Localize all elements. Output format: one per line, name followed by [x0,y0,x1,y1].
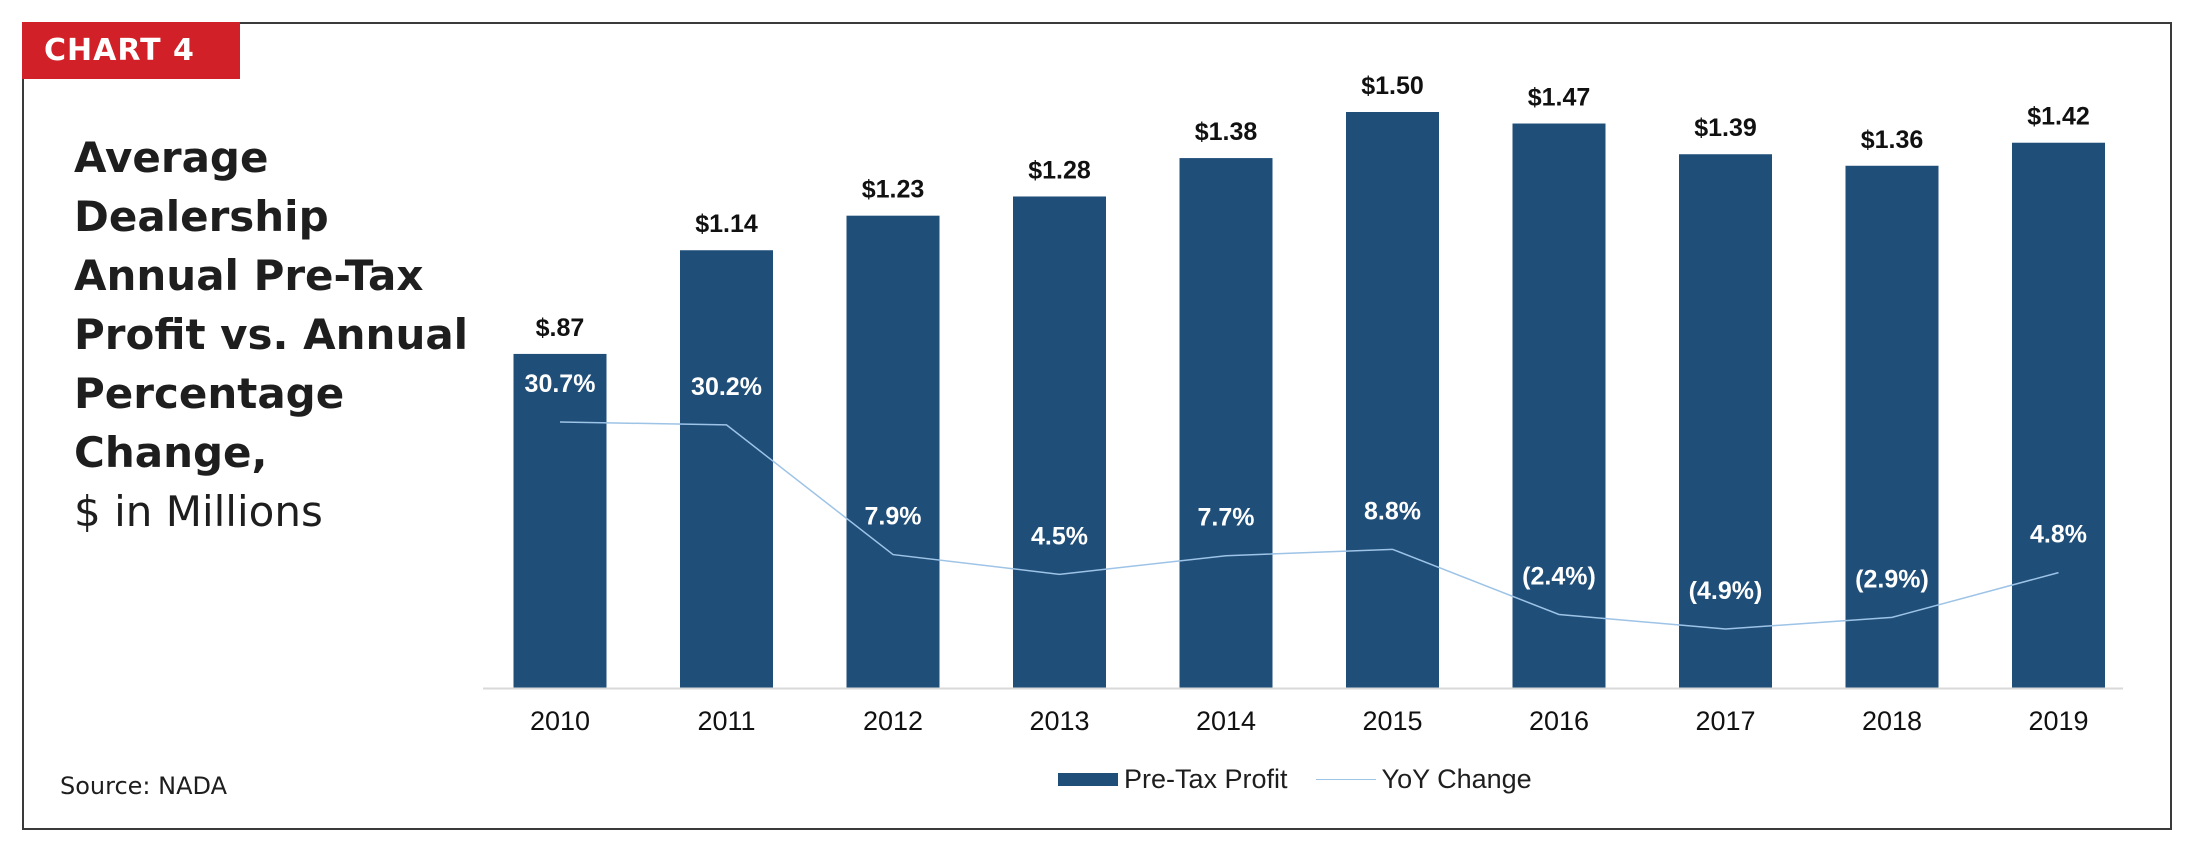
bar-value-label: $1.38 [1195,118,1258,146]
x-tick-label: 2016 [1529,706,1589,736]
bar-value-label: $.87 [536,314,585,342]
bar-value-label: $1.23 [862,176,925,204]
yoy-value-label: 7.9% [865,503,922,531]
bar-value-label: $1.36 [1861,126,1924,154]
bar-2018 [1845,165,1939,688]
bar-2016 [1512,123,1606,688]
yoy-value-label: 4.5% [1031,522,1088,550]
chart-number-badge: CHART 4 [22,22,240,79]
x-tick-label: 2011 [697,706,755,736]
x-tick-label: 2010 [530,706,590,736]
yoy-value-label: (4.9%) [1689,577,1763,605]
x-tick-label: 2018 [1862,706,1922,736]
bar-2011 [680,250,773,689]
legend-line-swatch [1315,779,1376,780]
bar-value-label: $1.39 [1694,114,1757,142]
source-note: Source: NADA [60,772,227,800]
bar-value-label: $1.47 [1528,84,1591,112]
bar-2014 [1179,158,1273,688]
legend-bar-swatch [1058,773,1118,786]
x-tick-label: 2013 [1029,706,1089,736]
bar-2017 [1679,154,1772,689]
bar-value-label: $1.42 [2027,103,2090,131]
title-block: Average Dealership Annual Pre-Tax Profit… [74,128,474,541]
bar-2013 [1013,196,1106,689]
yoy-value-label: 30.2% [691,373,762,401]
yoy-change-line [559,421,2059,630]
x-tick-label: 2012 [863,706,923,736]
bar-2010 [513,353,607,688]
legend: Pre-Tax Profit YoY Change [1058,764,1560,795]
yoy-value-label: (2.9%) [1855,565,1929,593]
bar-2019 [2012,142,2105,689]
yoy-value-label: 4.8% [2030,521,2087,549]
legend-line-label: YoY Change [1381,764,1532,794]
yoy-value-label: 8.8% [1364,497,1421,525]
x-tick-label: 2015 [1362,706,1422,736]
bar-2015 [1346,112,1439,688]
chart-subtitle: $ in Millions [74,487,323,536]
chart-title: Average Dealership Annual Pre-Tax Profit… [74,133,469,477]
x-tick-label: 2019 [2028,706,2088,736]
legend-bar-label: Pre-Tax Profit [1124,764,1288,794]
legend-item-line: YoY Change [1315,764,1532,795]
yoy-value-label: 7.7% [1198,504,1255,532]
legend-item-bar: Pre-Tax Profit [1058,764,1288,795]
yoy-value-label: 30.7% [525,370,596,398]
x-tick-label: 2017 [1695,706,1755,736]
x-tick-label: 2014 [1196,706,1256,736]
bar-value-label: $1.14 [695,210,758,238]
bar-2012 [846,215,940,688]
yoy-value-label: (2.4%) [1522,562,1596,590]
bar-value-label: $1.50 [1361,72,1424,100]
bar-value-label: $1.28 [1028,156,1091,184]
